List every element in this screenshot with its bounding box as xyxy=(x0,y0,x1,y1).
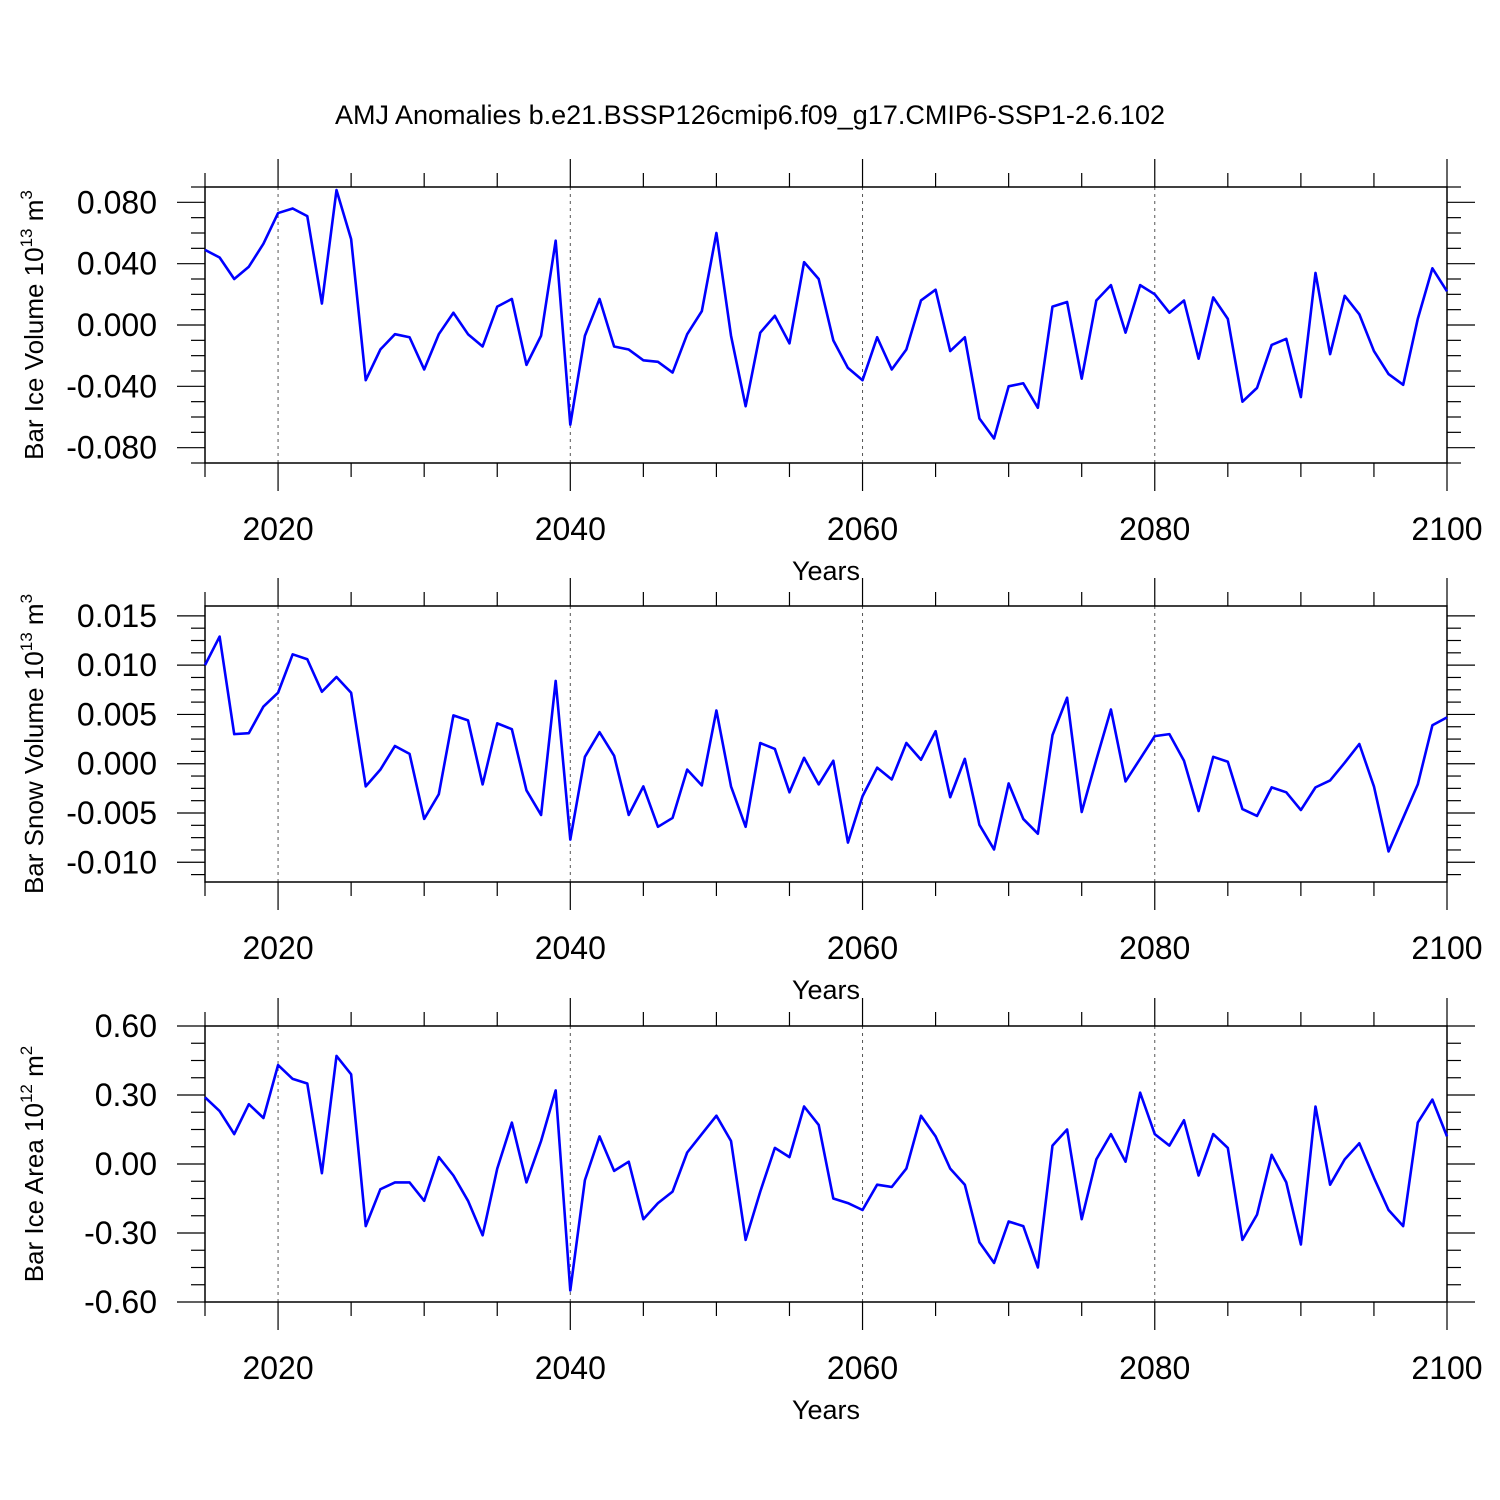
y-tick-label: -0.080 xyxy=(66,430,157,466)
y-axis-label-exponent: 13 xyxy=(17,228,36,247)
series-line xyxy=(203,635,1448,853)
x-tick-label: 2080 xyxy=(1119,930,1190,966)
y-tick-label: 0.60 xyxy=(95,1008,157,1044)
x-tick-label: 2020 xyxy=(242,1350,313,1386)
y-tick-label: 0.015 xyxy=(77,598,157,634)
x-tick-label: 2100 xyxy=(1411,1350,1482,1386)
x-tick-label: 2020 xyxy=(242,511,313,547)
y-axis-label-text: Bar Snow Volume 10 xyxy=(19,651,49,894)
y-axis-label-text: Bar Ice Area 10 xyxy=(19,1103,49,1282)
x-tick-label: 2100 xyxy=(1411,511,1482,547)
y-axis-label-unit: m xyxy=(19,1055,49,1084)
y-tick-label: 0.30 xyxy=(95,1077,157,1113)
y-tick-label: -0.010 xyxy=(66,844,157,880)
y-axis-label: Bar Ice Area 1012 m2 xyxy=(17,1046,49,1283)
series-line xyxy=(204,188,1449,440)
plot-frame xyxy=(204,186,1448,464)
x-tick-label: 2060 xyxy=(827,511,898,547)
x-tick-label: 2060 xyxy=(827,1350,898,1386)
series-line xyxy=(204,1054,1449,1292)
y-axis-label-unit-exponent: 2 xyxy=(17,1046,36,1055)
y-tick-label: -0.040 xyxy=(66,368,157,404)
y-tick-label: -0.005 xyxy=(66,795,157,831)
y-axis-label-text: Bar Ice Volume 10 xyxy=(19,247,49,459)
y-axis-label-unit: m xyxy=(19,603,49,632)
y-tick-label: 0.005 xyxy=(77,696,157,732)
y-axis-label-exponent: 13 xyxy=(17,632,36,651)
y-axis-label-exponent: 12 xyxy=(17,1084,36,1103)
panel-1: 2020 2040 2060 2080 2100 -0.080 -0.040 0.000 0.0… xyxy=(17,159,1483,586)
y-axis-label-unit-exponent: 3 xyxy=(17,594,36,603)
x-tick-label: 2040 xyxy=(535,930,606,966)
panel-3: 2020 2040 2060 2080 2100 -0.60 -0.30 0.00 0.30 0.… xyxy=(17,998,1483,1425)
x-tick-label: 2100 xyxy=(1411,930,1482,966)
x-axis-label: Years xyxy=(792,556,860,586)
y-tick-label: -0.30 xyxy=(84,1215,157,1251)
panel-2: 2020 2040 2060 2080 2100 -0.010 -0.005 0.000 0.0… xyxy=(17,578,1483,1005)
chart-title: AMJ Anomalies b.e21.BSSP126cmip6.f09_g17… xyxy=(335,100,1165,130)
y-tick-label: -0.60 xyxy=(84,1284,157,1320)
y-axis-label: Bar Ice Volume 1013 m3 xyxy=(17,190,49,460)
x-tick-label: 2020 xyxy=(242,930,313,966)
x-tick-label: 2040 xyxy=(535,511,606,547)
x-tick-label: 2080 xyxy=(1119,1350,1190,1386)
x-axis-label: Years xyxy=(792,975,860,1005)
x-tick-label: 2080 xyxy=(1119,511,1190,547)
y-tick-label: 0.000 xyxy=(77,746,157,782)
x-axis-label: Years xyxy=(792,1395,860,1425)
y-tick-label: 0.00 xyxy=(95,1146,157,1182)
x-tick-label: 2060 xyxy=(827,930,898,966)
y-axis-label-unit-exponent: 3 xyxy=(17,190,36,199)
plot-frame xyxy=(204,605,1448,883)
x-tick-label: 2040 xyxy=(535,1350,606,1386)
y-tick-label: 0.040 xyxy=(77,246,157,282)
y-axis-label: Bar Snow Volume 1013 m3 xyxy=(17,594,49,894)
y-tick-label: 0.010 xyxy=(77,647,157,683)
y-axis-label-unit: m xyxy=(19,200,49,229)
y-tick-label: 0.000 xyxy=(77,307,157,343)
y-tick-label: 0.080 xyxy=(77,184,157,220)
